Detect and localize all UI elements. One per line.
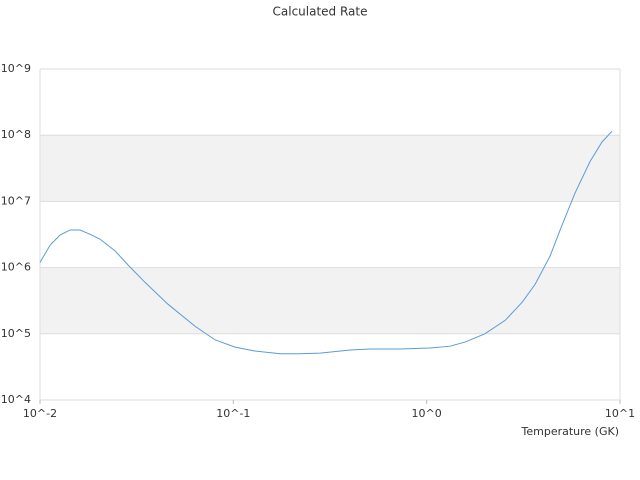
data-line (39, 130, 613, 355)
y-tick-label: 10^4 (1, 393, 31, 406)
x-tick-label: 10^-1 (216, 407, 250, 420)
x-tick-label: 10^1 (605, 407, 635, 420)
grid-band (40, 267, 620, 334)
chart-title: Calculated Rate (273, 5, 368, 19)
y-tick-label: 10^9 (1, 62, 31, 75)
x-tick-label: 10^-2 (23, 407, 57, 420)
x-axis-label: Temperature (GK) (521, 425, 620, 438)
grid-band (40, 135, 620, 202)
grid-bands (40, 135, 620, 334)
y-tick-label: 10^7 (1, 194, 31, 207)
y-tick-label: 10^5 (1, 327, 31, 340)
y-tick-label: 10^8 (1, 128, 31, 141)
y-tick-label: 10^6 (1, 261, 31, 274)
x-tick-label: 10^0 (412, 407, 442, 420)
